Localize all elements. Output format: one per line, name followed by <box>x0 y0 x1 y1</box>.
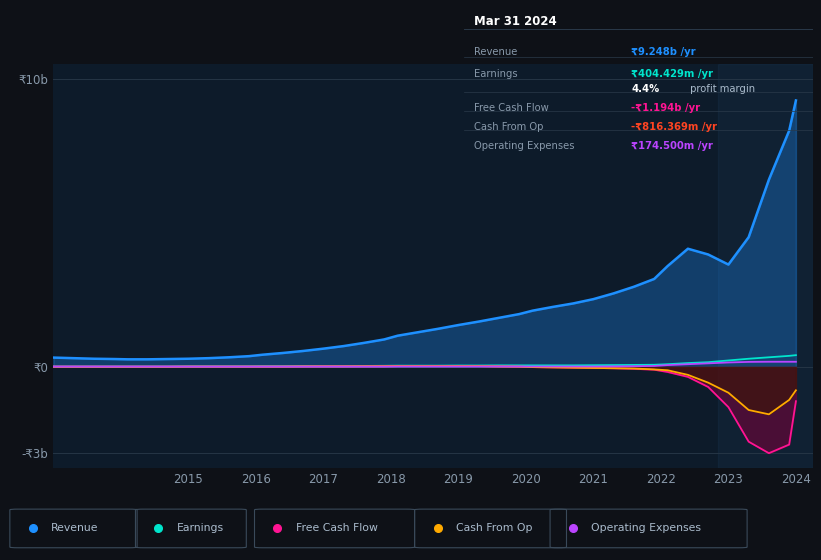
Text: Revenue: Revenue <box>475 47 518 57</box>
Text: Cash From Op: Cash From Op <box>456 524 532 534</box>
Text: -₹1.194b /yr: -₹1.194b /yr <box>631 103 700 113</box>
Text: ₹174.500m /yr: ₹174.500m /yr <box>631 141 713 151</box>
Text: Free Cash Flow: Free Cash Flow <box>475 103 549 113</box>
Text: 4.4%: 4.4% <box>631 83 659 94</box>
Text: ₹404.429m /yr: ₹404.429m /yr <box>631 69 713 78</box>
Text: Earnings: Earnings <box>177 524 223 534</box>
Text: Free Cash Flow: Free Cash Flow <box>296 524 378 534</box>
Text: Mar 31 2024: Mar 31 2024 <box>475 15 557 27</box>
Text: Cash From Op: Cash From Op <box>475 122 544 132</box>
Text: Operating Expenses: Operating Expenses <box>591 524 701 534</box>
Text: ₹9.248b /yr: ₹9.248b /yr <box>631 47 696 57</box>
Text: profit margin: profit margin <box>687 83 755 94</box>
Bar <box>718 64 813 468</box>
Text: Earnings: Earnings <box>475 69 518 78</box>
Text: -₹816.369m /yr: -₹816.369m /yr <box>631 122 718 132</box>
Text: Revenue: Revenue <box>51 524 99 534</box>
Text: Operating Expenses: Operating Expenses <box>475 141 575 151</box>
